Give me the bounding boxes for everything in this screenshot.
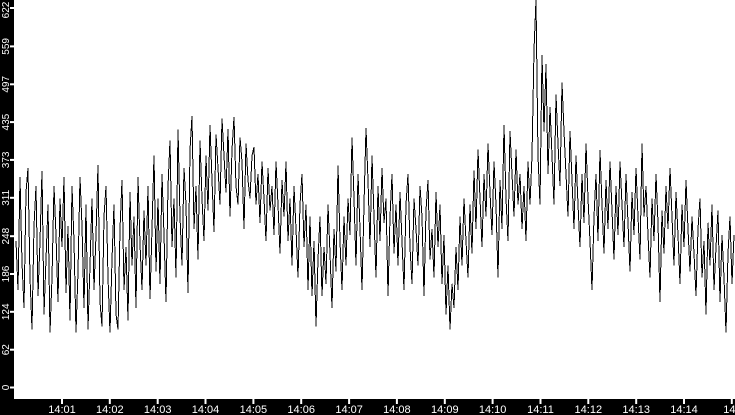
y-tick-mark (10, 121, 14, 124)
x-tick-mark (443, 399, 446, 404)
x-tick-label: 14:09 (431, 404, 459, 415)
x-tick-mark (108, 399, 111, 404)
x-tick-label: 14:14 (670, 404, 698, 415)
x-tick-label: 14:05 (240, 404, 268, 415)
x-tick-label: 14:11 (527, 404, 554, 415)
y-tick-label: 124 (1, 303, 12, 320)
x-tick-mark (156, 399, 159, 404)
x-tick-label: 14:02 (96, 404, 124, 415)
x-tick-label: 14:10 (479, 404, 507, 415)
y-axis-labels: 0 62 124 186 248 311 373 435 497 559 622 (1, 1, 12, 390)
y-tick-mark (10, 273, 14, 275)
x-axis-labels: 14:01 14:02 14:03 14:04 14:05 14:06 14:07 14:08… (48, 404, 735, 415)
y-tick-mark (10, 348, 14, 351)
y-tick-mark (10, 310, 14, 313)
x-tick-mark (683, 399, 685, 404)
y-tick-label: 622 (1, 1, 12, 18)
x-tick-label: 14:01 (48, 404, 76, 415)
y-tick-label: 435 (1, 113, 12, 130)
y-axis-ticks (10, 7, 14, 389)
y-tick-label: 248 (1, 227, 12, 244)
y-tick-label: 311 (1, 189, 12, 205)
y-tick-mark (10, 235, 14, 238)
x-tick-label: 14:12 (575, 404, 603, 415)
y-tick-label: 559 (1, 38, 12, 55)
x-tick-label: 14:03 (144, 404, 172, 415)
x-tick-mark (300, 399, 303, 404)
x-tick-mark (204, 399, 207, 404)
signal-line (15, 0, 735, 333)
y-tick-mark (10, 196, 14, 199)
x-tick-mark (61, 399, 63, 404)
y-tick-mark (10, 83, 14, 86)
x-tick-mark (252, 399, 255, 404)
x-tick-mark (635, 399, 638, 404)
x-axis-ticks (61, 399, 733, 404)
y-tick-mark (10, 158, 14, 161)
x-tick-mark (539, 399, 542, 404)
x-tick-mark (730, 399, 733, 404)
y-tick-label: 497 (1, 76, 12, 93)
y-tick-mark (10, 45, 14, 48)
x-tick-label: 14:06 (287, 404, 315, 415)
x-tick-label: 14:08 (383, 404, 411, 415)
x-tick-mark (348, 399, 351, 404)
y-tick-label: 186 (1, 265, 12, 282)
x-tick-mark (587, 399, 590, 404)
x-tick-label: 14 (723, 404, 735, 415)
x-tick-label: 14:13 (622, 404, 650, 415)
x-tick-mark (491, 399, 494, 404)
y-tick-mark (10, 7, 14, 9)
y-tick-label: 373 (1, 151, 12, 168)
y-tick-label: 62 (1, 344, 12, 356)
x-tick-label: 14:07 (335, 404, 363, 415)
x-tick-label: 14:04 (192, 404, 220, 415)
x-axis-bar (0, 399, 735, 415)
y-tick-label: 0 (1, 384, 12, 390)
x-tick-mark (395, 399, 398, 404)
y-tick-mark (10, 386, 14, 389)
